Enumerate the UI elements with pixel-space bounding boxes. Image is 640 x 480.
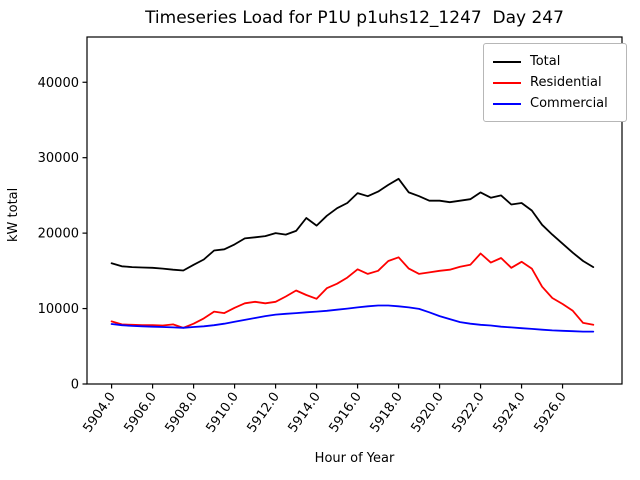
x-tick-label: 5926.0 <box>531 390 569 436</box>
legend-item-residential: Residential <box>493 72 617 93</box>
line-residential <box>110 252 595 329</box>
y-tick-label: 20000 <box>38 227 79 242</box>
y-tick-label: 40000 <box>38 76 79 91</box>
legend-item-commercial: Commercial <box>493 93 617 114</box>
y-tick-label: 10000 <box>38 302 79 317</box>
residential-line-swatch <box>493 81 521 84</box>
x-tick-label: 5904.0 <box>80 390 118 436</box>
legend: Total Residential Commercial <box>483 43 627 122</box>
line-commercial <box>110 304 595 333</box>
total-line-swatch <box>493 60 521 63</box>
y-tick-label: 0 <box>71 378 79 393</box>
chart-title: Timeseries Load for P1U p1uhs12_1247 Day… <box>145 8 564 28</box>
legend-label-total: Total <box>530 54 561 69</box>
x-tick-label: 5920.0 <box>408 390 446 436</box>
x-tick-label: 5916.0 <box>326 390 364 436</box>
x-axis-label: Hour of Year <box>314 451 395 466</box>
x-tick-label: 5924.0 <box>490 390 528 436</box>
legend-label-residential: Residential <box>530 75 602 90</box>
x-tick-label: 5922.0 <box>449 390 487 436</box>
x-tick-label: 5918.0 <box>367 390 405 436</box>
legend-label-commercial: Commercial <box>530 96 608 111</box>
x-tick-label: 5912.0 <box>244 390 282 436</box>
x-tick-label: 5908.0 <box>162 390 200 436</box>
y-tick-label: 30000 <box>38 151 79 166</box>
line-total <box>110 177 595 272</box>
x-tick-label: 5914.0 <box>285 390 323 436</box>
legend-item-total: Total <box>493 51 617 72</box>
commercial-line-swatch <box>493 102 521 105</box>
x-tick-label: 5906.0 <box>121 390 159 436</box>
axes-spines <box>86 36 623 385</box>
x-tick-label: 5910.0 <box>203 390 241 436</box>
